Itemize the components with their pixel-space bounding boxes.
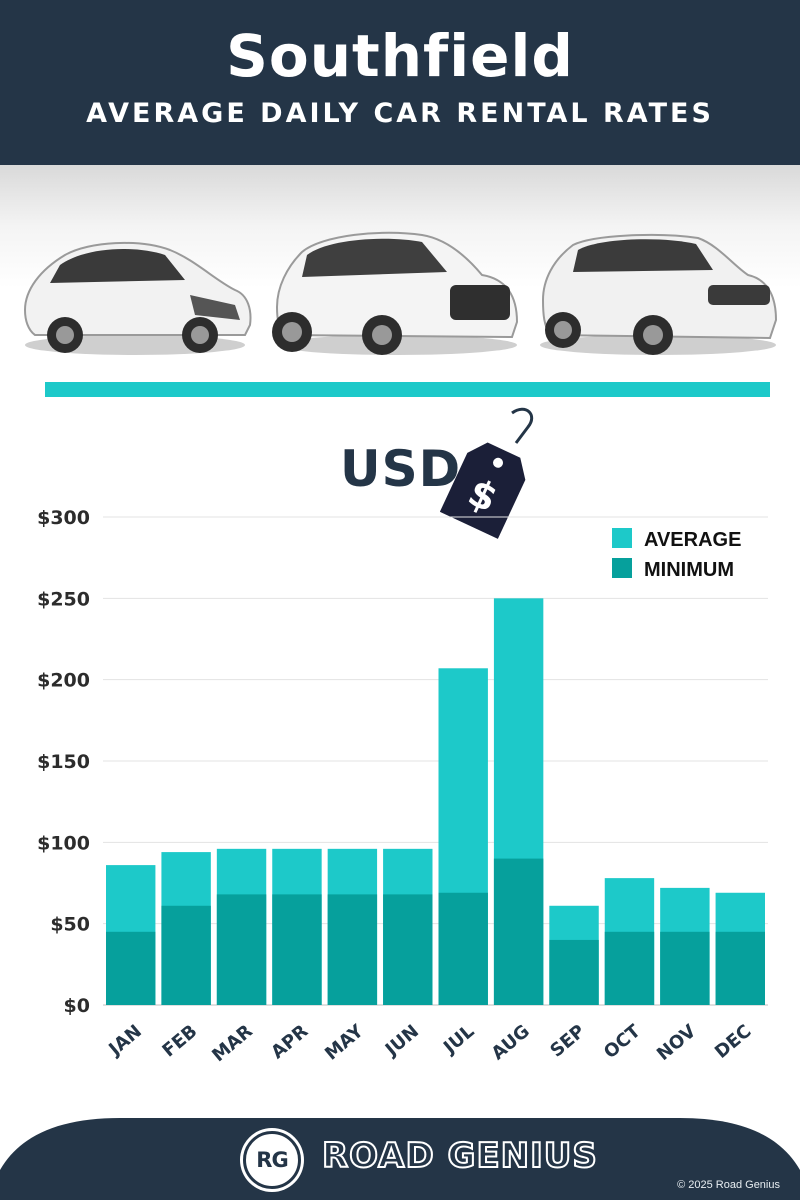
y-tick-label: $100 bbox=[37, 832, 90, 854]
y-tick-label: $300 bbox=[37, 507, 90, 529]
legend-swatch bbox=[612, 528, 632, 548]
x-tick-label: JAN bbox=[104, 1021, 146, 1061]
rental-rate-chart: $0 $50 $100 $150 $200 $250 $300 JAN FEB MAR APR MA… bbox=[37, 507, 768, 1066]
x-tick-label: AUG bbox=[488, 1021, 534, 1065]
luxury-suv-car-icon bbox=[540, 233, 778, 355]
x-tick-label: NOV bbox=[653, 1021, 700, 1065]
brand-name: ROAD GENIUS bbox=[321, 1135, 598, 1177]
bar-minimum-feb bbox=[161, 905, 211, 1005]
hatchback-car-icon bbox=[23, 241, 252, 355]
legend-label: AVERAGE bbox=[644, 529, 741, 551]
page-subtitle: AVERAGE DAILY CAR RENTAL RATES bbox=[86, 98, 714, 129]
chart-legend: AVERAGE MINIMUM bbox=[612, 528, 741, 581]
footer-band bbox=[0, 1118, 800, 1200]
x-tick-label: OCT bbox=[600, 1020, 645, 1063]
y-tick-label: $150 bbox=[37, 751, 90, 773]
bar-minimum-jun bbox=[383, 894, 433, 1005]
minimum-series bbox=[106, 858, 765, 1005]
bar-minimum-may bbox=[327, 894, 378, 1005]
suv-car-icon bbox=[272, 231, 519, 355]
bar-minimum-mar bbox=[216, 894, 267, 1005]
y-tick-label: $0 bbox=[64, 995, 90, 1017]
x-tick-label: SEP bbox=[546, 1021, 589, 1062]
x-tick-label: APR bbox=[267, 1021, 312, 1064]
road-genius-logo: RG bbox=[243, 1131, 301, 1189]
page-title: Southfield bbox=[226, 22, 574, 90]
bar-minimum-sep bbox=[549, 939, 599, 1005]
y-tick-label: $200 bbox=[37, 670, 90, 692]
bar-minimum-aug bbox=[493, 858, 544, 1005]
x-tick-label: JUL bbox=[438, 1021, 478, 1059]
x-tick-label: DEC bbox=[711, 1021, 755, 1063]
y-axis-labels: $0 $50 $100 $150 $200 $250 $300 bbox=[37, 507, 90, 1017]
car-images-banner bbox=[0, 165, 800, 370]
accent-divider bbox=[45, 382, 770, 397]
x-axis-labels: JAN FEB MAR APR MAY JUN JUL AUG SEP OCT NOV DEC bbox=[104, 1020, 756, 1066]
currency-label: USD bbox=[340, 440, 462, 498]
header: Southfield AVERAGE DAILY CAR RENTAL RATE… bbox=[0, 0, 800, 165]
bar-minimum-jan bbox=[106, 931, 156, 1005]
y-tick-label: $50 bbox=[50, 914, 90, 936]
copyright-text: © 2025 Road Genius bbox=[677, 1179, 780, 1191]
chart-gridlines bbox=[103, 516, 768, 1006]
legend-label: MINIMUM bbox=[644, 559, 734, 581]
x-tick-label: MAR bbox=[208, 1021, 257, 1067]
x-tick-label: MAY bbox=[321, 1020, 368, 1064]
x-tick-label: JUN bbox=[380, 1021, 423, 1062]
bar-minimum-nov bbox=[660, 931, 710, 1005]
x-tick-label: FEB bbox=[158, 1021, 201, 1062]
legend-swatch bbox=[612, 558, 632, 578]
y-tick-label: $250 bbox=[37, 588, 90, 610]
bar-minimum-dec bbox=[715, 931, 765, 1005]
bar-minimum-oct bbox=[604, 931, 655, 1005]
bar-minimum-apr bbox=[272, 894, 322, 1005]
bar-minimum-jul bbox=[438, 892, 488, 1005]
price-tag-icon: $ bbox=[440, 407, 534, 539]
car-illustrations bbox=[23, 231, 778, 355]
